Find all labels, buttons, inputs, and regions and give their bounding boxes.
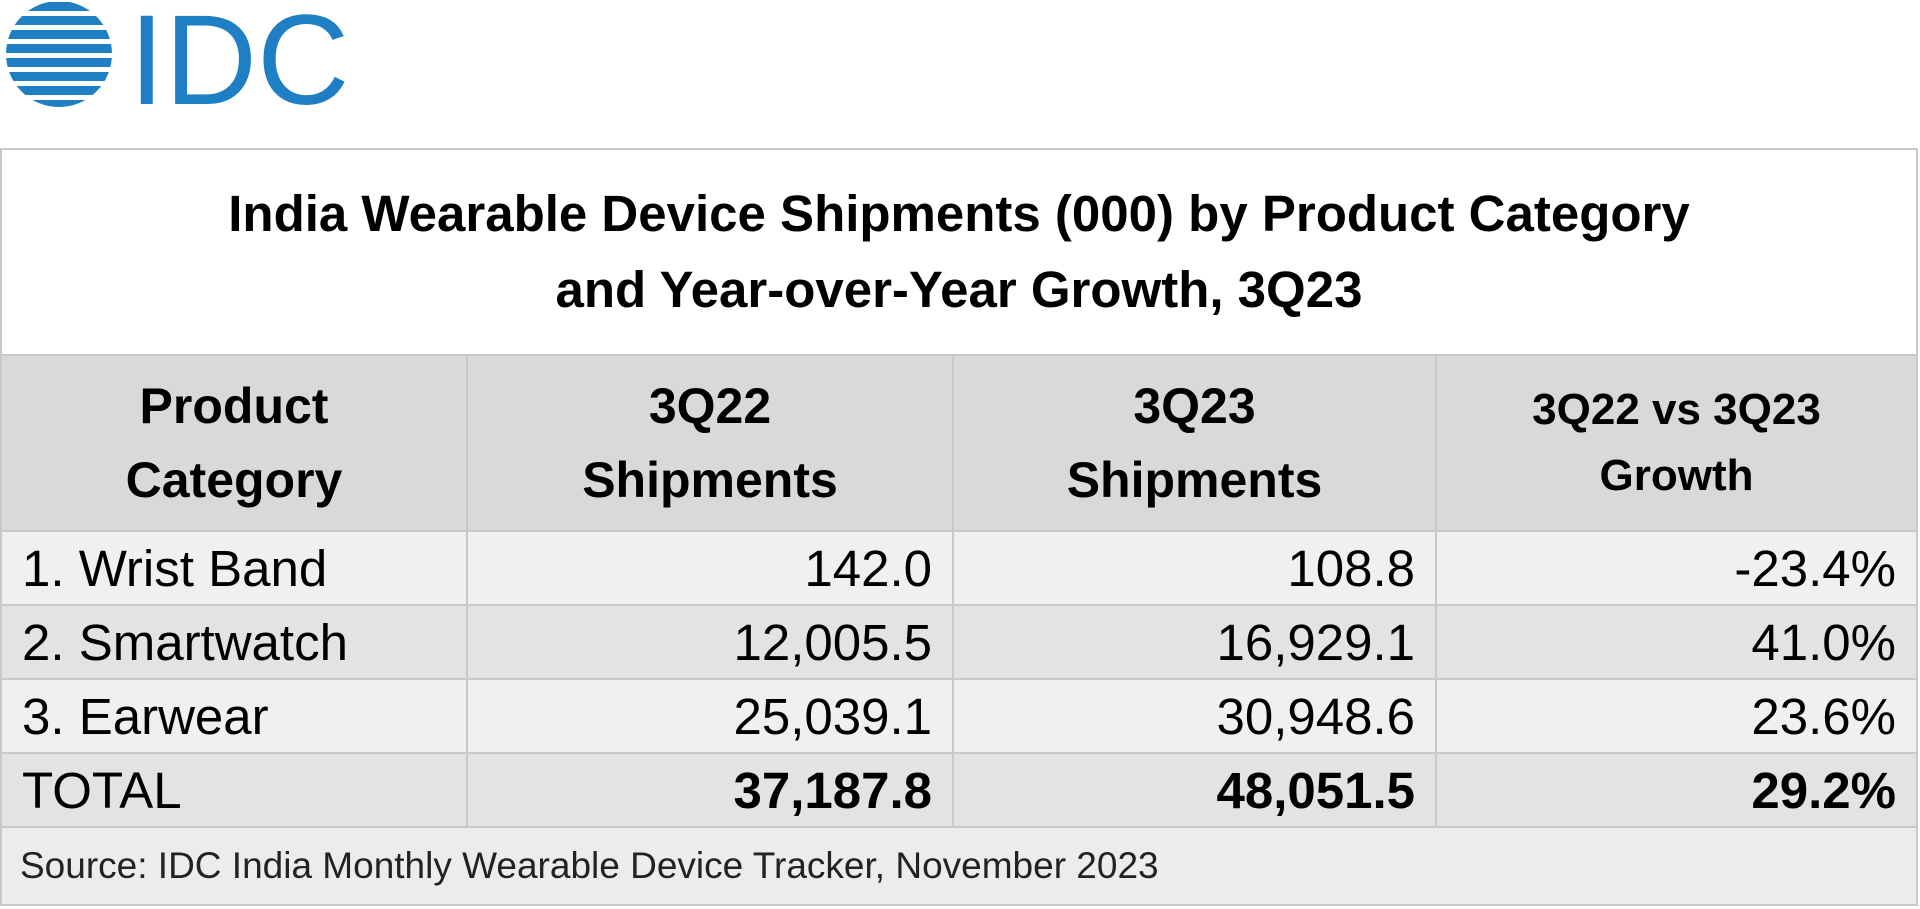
row-category: 2. Smartwatch	[0, 604, 468, 680]
col-header-growth: 3Q22 vs 3Q23 Growth	[1435, 354, 1918, 532]
col-header-3q22-line2: Shipments	[582, 452, 838, 508]
row-3q23-value: 30,948.6	[952, 678, 1437, 754]
total-growth-value: 29.2%	[1435, 752, 1918, 828]
row-3q22-value: 25,039.1	[466, 678, 954, 754]
idc-logo: IDC	[6, 0, 349, 110]
row-3q22-value: 12,005.5	[466, 604, 954, 680]
total-row: TOTAL 37,187.8 48,051.5 29.2%	[0, 752, 1918, 828]
total-label: TOTAL	[0, 752, 468, 828]
logo-text: IDC	[129, 0, 349, 110]
col-header-category-line1: Product	[139, 378, 329, 434]
col-header-category-line2: Category	[125, 452, 343, 508]
row-3q23-value: 108.8	[952, 530, 1437, 606]
table-title: India Wearable Device Shipments (000) by…	[0, 148, 1918, 356]
shipments-table-container: India Wearable Device Shipments (000) by…	[0, 148, 1918, 906]
col-header-3q23-line1: 3Q23	[1133, 378, 1256, 434]
table-row: 2. Smartwatch 12,005.5 16,929.1 41.0%	[0, 604, 1918, 680]
row-category: 3. Earwear	[0, 678, 468, 754]
row-growth-value: -23.4%	[1435, 530, 1918, 606]
col-header-3q22-line1: 3Q22	[648, 378, 772, 434]
total-3q22-value: 37,187.8	[466, 752, 954, 828]
col-header-3q23: 3Q23 Shipments	[952, 354, 1437, 532]
shipments-table: India Wearable Device Shipments (000) by…	[0, 148, 1918, 906]
row-growth-value: 23.6%	[1435, 678, 1918, 754]
table-title-line1: India Wearable Device Shipments (000) by…	[228, 185, 1690, 242]
col-header-category: Product Category	[0, 354, 468, 532]
row-category: 1. Wrist Band	[0, 530, 468, 606]
row-3q23-value: 16,929.1	[952, 604, 1437, 680]
total-3q23-value: 48,051.5	[952, 752, 1437, 828]
row-growth-value: 41.0%	[1435, 604, 1918, 680]
row-3q22-value: 142.0	[466, 530, 954, 606]
col-header-3q22: 3Q22 Shipments	[466, 354, 954, 532]
col-header-3q23-line2: Shipments	[1066, 452, 1323, 508]
table-row: 1. Wrist Band 142.0 108.8 -23.4%	[0, 530, 1918, 606]
globe-icon	[6, 2, 112, 107]
source-note: Source: IDC India Monthly Wearable Devic…	[0, 826, 1918, 906]
table-row: 3. Earwear 25,039.1 30,948.6 23.6%	[0, 678, 1918, 754]
table-title-line2: and Year-over-Year Growth, 3Q23	[555, 261, 1363, 318]
col-header-growth-line1: 3Q22 vs 3Q23	[1532, 385, 1821, 434]
col-header-growth-line2: Growth	[1599, 451, 1754, 500]
